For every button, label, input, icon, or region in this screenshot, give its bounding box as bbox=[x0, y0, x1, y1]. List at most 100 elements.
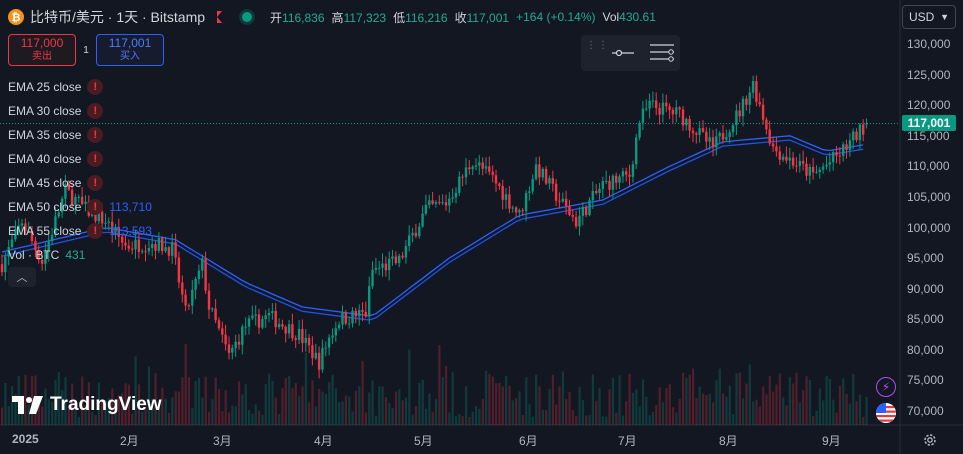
warning-icon[interactable]: ! bbox=[87, 151, 104, 167]
volume-bar bbox=[685, 377, 688, 425]
change-value: +164 (+0.14%) bbox=[516, 10, 596, 24]
volume-bar bbox=[234, 406, 237, 425]
volume-bar bbox=[708, 393, 711, 425]
volume-bar bbox=[421, 379, 424, 425]
candle-body bbox=[404, 246, 408, 258]
volume-bar bbox=[825, 376, 828, 425]
volume-bar bbox=[197, 377, 201, 425]
indicator-ema-40[interactable]: EMA 40 close! bbox=[8, 147, 152, 171]
indicator-ema-45[interactable]: EMA 45 close! bbox=[8, 171, 152, 195]
warning-icon[interactable]: ! bbox=[87, 223, 104, 239]
indicator-name: EMA 30 close bbox=[8, 104, 82, 118]
volume-bar bbox=[501, 386, 504, 425]
candle-body bbox=[364, 311, 367, 317]
candle-body bbox=[121, 236, 124, 243]
volume-bar bbox=[228, 412, 231, 425]
candle-body bbox=[625, 171, 628, 175]
indicator-ema-50[interactable]: EMA 50 close! 113,710 bbox=[8, 195, 152, 219]
vol-label: Vol bbox=[602, 10, 620, 24]
candle-body bbox=[57, 212, 60, 217]
candle-body bbox=[508, 194, 511, 209]
volume-bar bbox=[641, 379, 645, 425]
volume-bar bbox=[244, 384, 247, 425]
volume-bar bbox=[431, 411, 434, 425]
volume-bar bbox=[117, 395, 120, 425]
warning-icon[interactable]: ! bbox=[87, 127, 104, 143]
volume-bar bbox=[141, 412, 144, 425]
volume-bar bbox=[154, 373, 157, 425]
warning-icon[interactable]: ! bbox=[87, 79, 104, 95]
time-tick-label: 9月 bbox=[822, 434, 841, 448]
candle-body bbox=[431, 200, 434, 204]
currency-value: USD bbox=[909, 10, 935, 24]
horizontal-line-tool-icon[interactable] bbox=[610, 43, 636, 63]
indicator-ema-30[interactable]: EMA 30 close! bbox=[8, 99, 152, 123]
warning-icon[interactable]: ! bbox=[87, 199, 104, 215]
indicator-ema-55[interactable]: EMA 55 close! 113,593 bbox=[8, 219, 152, 243]
candle-body bbox=[464, 167, 468, 178]
indicator-ema-35[interactable]: EMA 35 close! bbox=[8, 123, 152, 147]
candle-body bbox=[147, 247, 151, 252]
indicator-ema-25[interactable]: EMA 25 close! bbox=[8, 75, 152, 99]
warning-icon[interactable]: ! bbox=[87, 175, 104, 191]
currency-select[interactable]: USD ▼ bbox=[902, 5, 956, 29]
volume-bar bbox=[478, 408, 481, 425]
buy-button[interactable]: 117,001 买入 bbox=[96, 34, 164, 66]
price-tick-label: 125,000 bbox=[907, 67, 951, 82]
candle-body bbox=[511, 207, 514, 209]
candle-body bbox=[114, 227, 117, 233]
price-tick-label: 100,000 bbox=[907, 220, 951, 235]
candle-body bbox=[348, 323, 351, 325]
alert-bolt-button[interactable]: ⚡ bbox=[876, 377, 896, 397]
warning-icon[interactable]: ! bbox=[87, 103, 104, 119]
candle-body bbox=[481, 162, 484, 169]
volume-bar bbox=[795, 372, 798, 425]
indicator-volume[interactable]: Vol · BTC 431 bbox=[8, 243, 152, 267]
symbol-title[interactable]: 比特币/美元 · 1天 · Bitstamp bbox=[30, 9, 206, 25]
candle-body bbox=[725, 137, 728, 140]
volume-bar bbox=[381, 386, 384, 425]
price-tick-label: 85,000 bbox=[907, 312, 944, 327]
candle-body bbox=[361, 310, 364, 312]
candle-body bbox=[458, 176, 461, 193]
volume-bar bbox=[97, 382, 100, 425]
volume-bar bbox=[798, 402, 801, 425]
candle-body bbox=[297, 328, 301, 340]
volume-bar bbox=[598, 388, 601, 425]
candle-body bbox=[94, 209, 97, 222]
flag-icon[interactable] bbox=[217, 11, 223, 23]
candle-body bbox=[344, 312, 347, 324]
candle-body bbox=[548, 178, 551, 184]
region-flag-button[interactable] bbox=[876, 403, 896, 423]
volume-bar bbox=[818, 388, 821, 425]
tradingview-logo[interactable]: TradingView bbox=[12, 394, 162, 416]
sell-price: 117,000 bbox=[20, 36, 64, 50]
candle-body bbox=[154, 244, 157, 251]
volume-bar bbox=[571, 410, 574, 425]
volume-bar bbox=[251, 413, 254, 425]
volume-bar bbox=[858, 394, 862, 425]
volume-bar bbox=[127, 384, 130, 425]
candle-body bbox=[134, 239, 137, 250]
sell-button[interactable]: 117,000 卖出 bbox=[8, 34, 76, 66]
candle-body bbox=[618, 176, 621, 183]
volume-bar bbox=[278, 414, 281, 425]
symbol-header: ₿ 比特币/美元 · 1天 · Bitstamp 开116,836 高117,3… bbox=[8, 6, 656, 28]
volume-bar bbox=[805, 376, 808, 425]
volume-bar bbox=[434, 398, 438, 425]
volume-bar bbox=[692, 368, 695, 425]
low-value: 116,216 bbox=[405, 10, 448, 25]
line-style-icon[interactable] bbox=[648, 40, 676, 66]
time-tick-label: 5月 bbox=[414, 434, 433, 448]
gear-icon[interactable] bbox=[922, 432, 938, 448]
volume-bar bbox=[815, 410, 818, 425]
drag-handle-icon[interactable]: ⋮⋮ bbox=[586, 40, 610, 51]
indicator-value: 113,593 bbox=[109, 224, 152, 238]
price-tick-label: 90,000 bbox=[907, 281, 944, 296]
volume-bar bbox=[728, 385, 731, 425]
candle-body bbox=[845, 144, 848, 150]
volume-bar bbox=[485, 370, 488, 425]
volume-bar bbox=[268, 373, 271, 425]
collapse-legend-button[interactable]: ︿ bbox=[8, 267, 36, 287]
